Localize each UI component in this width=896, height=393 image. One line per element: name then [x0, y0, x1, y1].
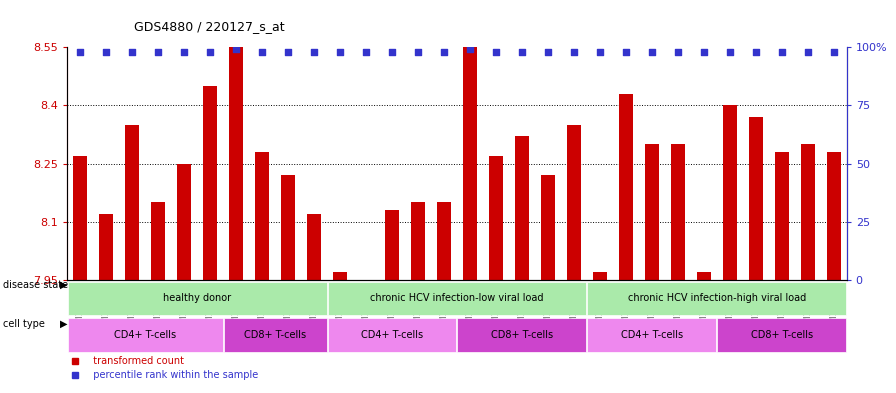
Point	[306, 49, 321, 55]
Point	[73, 49, 88, 55]
Point	[151, 49, 165, 55]
Bar	[671, 144, 685, 280]
Point	[254, 49, 269, 55]
Text: transformed count: transformed count	[87, 356, 184, 366]
Text: percentile rank within the sample: percentile rank within the sample	[87, 370, 258, 380]
Point	[462, 46, 477, 53]
Bar	[588, 281, 846, 315]
Bar	[489, 156, 503, 280]
Text: CD4+ T-cells: CD4+ T-cells	[361, 330, 423, 340]
Point	[385, 49, 400, 55]
Bar	[697, 272, 711, 280]
Bar	[775, 152, 788, 280]
Bar	[458, 318, 586, 352]
Bar	[99, 214, 113, 280]
Bar	[567, 125, 581, 280]
Text: ▶: ▶	[60, 319, 67, 329]
Text: CD8+ T-cells: CD8+ T-cells	[491, 330, 553, 340]
Bar	[203, 86, 217, 280]
Text: CD8+ T-cells: CD8+ T-cells	[751, 330, 813, 340]
Bar	[619, 94, 633, 280]
Point	[800, 49, 814, 55]
Point	[229, 46, 244, 53]
Point	[280, 49, 295, 55]
Bar	[68, 318, 222, 352]
Text: CD8+ T-cells: CD8+ T-cells	[244, 330, 306, 340]
Bar	[177, 163, 191, 280]
Point	[670, 49, 685, 55]
Point	[358, 49, 373, 55]
Bar	[541, 175, 555, 280]
Text: chronic HCV infection-high viral load: chronic HCV infection-high viral load	[628, 294, 806, 303]
Bar	[801, 144, 814, 280]
Point	[618, 49, 633, 55]
Text: CD4+ T-cells: CD4+ T-cells	[114, 330, 177, 340]
Bar	[437, 202, 451, 280]
Bar	[385, 210, 399, 280]
Bar	[73, 156, 87, 280]
Point	[332, 49, 347, 55]
Point	[592, 49, 607, 55]
Point	[410, 49, 425, 55]
Point	[644, 49, 659, 55]
Point	[566, 49, 581, 55]
Point	[99, 49, 113, 55]
Bar	[328, 281, 586, 315]
Text: CD4+ T-cells: CD4+ T-cells	[621, 330, 683, 340]
Bar	[125, 125, 139, 280]
Point	[540, 49, 555, 55]
Bar	[224, 318, 326, 352]
Bar	[827, 152, 840, 280]
Bar	[151, 202, 165, 280]
Bar	[515, 136, 529, 280]
Text: disease state: disease state	[3, 280, 68, 290]
Text: chronic HCV infection-low viral load: chronic HCV infection-low viral load	[370, 294, 544, 303]
Bar	[463, 47, 477, 280]
Text: cell type: cell type	[3, 319, 45, 329]
Bar	[307, 214, 321, 280]
Point	[514, 49, 529, 55]
Bar	[718, 318, 846, 352]
Text: GDS4880 / 220127_s_at: GDS4880 / 220127_s_at	[134, 20, 285, 33]
Point	[436, 49, 451, 55]
Bar	[749, 117, 762, 280]
Bar	[645, 144, 659, 280]
Bar	[229, 47, 243, 280]
Text: healthy donor: healthy donor	[163, 294, 231, 303]
Point	[697, 49, 711, 55]
Bar	[68, 281, 326, 315]
Point	[826, 49, 840, 55]
Point	[774, 49, 788, 55]
Bar	[281, 175, 295, 280]
Bar	[328, 318, 456, 352]
Bar	[593, 272, 607, 280]
Bar	[255, 152, 269, 280]
Bar	[411, 202, 425, 280]
Point	[125, 49, 140, 55]
Bar	[588, 318, 716, 352]
Point	[202, 49, 217, 55]
Point	[748, 49, 762, 55]
Point	[489, 49, 504, 55]
Bar	[723, 105, 737, 280]
Point	[177, 49, 191, 55]
Point	[722, 49, 737, 55]
Text: ▶: ▶	[60, 280, 67, 290]
Bar	[333, 272, 347, 280]
